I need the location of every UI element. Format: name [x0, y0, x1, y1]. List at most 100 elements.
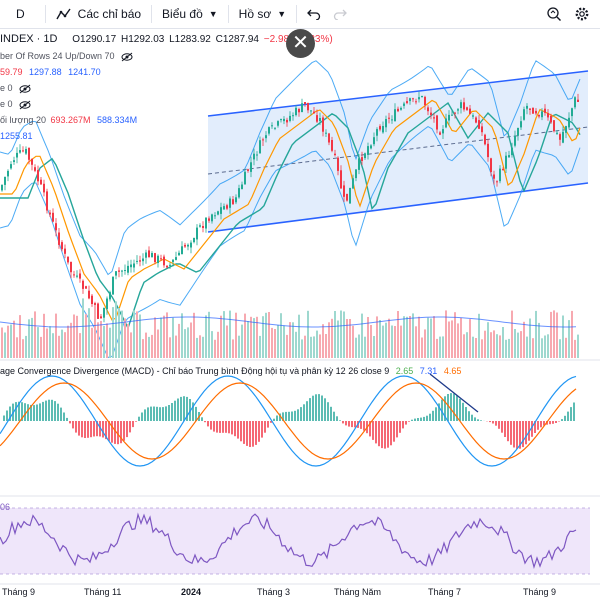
volume-bar	[253, 318, 255, 358]
volume-bar	[70, 322, 72, 358]
settings-button[interactable]	[568, 0, 600, 28]
macd-histogram-bar	[117, 421, 119, 445]
candle-body	[415, 101, 417, 103]
macd-histogram-bar	[330, 406, 332, 421]
volume-bar	[190, 322, 192, 358]
open-value: O1290.17	[72, 34, 117, 45]
toolbar-divider	[151, 5, 153, 23]
candle-body	[25, 149, 27, 154]
volume-bar	[139, 314, 141, 358]
x-axis-label: Tháng Năm	[334, 587, 382, 597]
candle-body	[370, 145, 372, 149]
macd-histogram-bar	[213, 421, 215, 432]
macd-histogram-bar	[222, 421, 224, 433]
volume-legend[interactable]: ối lượng 20 693.267M 588.334M	[0, 114, 137, 126]
volume-bar	[520, 331, 522, 358]
candle-body	[58, 232, 60, 245]
macd-histogram-bar	[147, 407, 149, 421]
volume-profile-legend[interactable]: ber Of Rows 24 Up/Down 70	[0, 50, 133, 62]
macd-title: age Convergence Divergence (MACD) - Chỉ …	[0, 366, 390, 376]
rsi-pane	[0, 507, 590, 575]
indicators-icon	[56, 8, 71, 20]
candle-body	[271, 125, 273, 127]
volume-bar	[280, 313, 282, 358]
symbol-legend[interactable]: INDEX · 1D O1290.17 H1292.03 L1283.92 C1…	[0, 33, 333, 46]
candle-body	[94, 303, 96, 306]
candle-body	[7, 170, 9, 177]
candle-body	[475, 117, 477, 123]
volume-bar	[181, 313, 183, 358]
macd-histogram-bar	[201, 417, 203, 421]
volume-bar	[274, 329, 276, 358]
candle-body	[265, 135, 267, 139]
macd-line	[0, 375, 577, 467]
candle-body	[466, 107, 468, 110]
volume-bar	[55, 313, 57, 358]
volume-bar	[235, 312, 237, 358]
macd-histogram-bar	[219, 421, 221, 433]
volume-bar	[421, 337, 423, 358]
macd-histogram-bar	[534, 421, 536, 433]
macd-histogram-bar	[189, 399, 191, 421]
macd-legend[interactable]: age Convergence Divergence (MACD) - Chỉ …	[0, 365, 461, 377]
candle-body	[199, 225, 201, 227]
volume-bar	[319, 334, 321, 358]
volume-bar	[97, 322, 99, 358]
indicator-legend-row[interactable]: e 0	[0, 98, 31, 110]
candle-body	[40, 179, 42, 185]
volume-bar	[559, 339, 561, 358]
macd-histogram-bar	[27, 404, 29, 421]
indicators-button[interactable]: Các chỉ báo	[50, 0, 147, 28]
volume-bar	[61, 329, 63, 358]
indicator-legend-row[interactable]: e 0	[0, 82, 31, 94]
candle-body	[451, 114, 453, 116]
profile-button[interactable]: Hồ sơ ▼	[233, 0, 292, 28]
candle-body	[82, 280, 84, 289]
macd-histogram-bar	[270, 421, 272, 423]
macd-histogram-bar	[510, 421, 512, 445]
macd-histogram-bar	[21, 402, 23, 421]
candle-body	[454, 112, 456, 114]
volume-bar	[484, 330, 486, 358]
volume-bar	[34, 311, 36, 358]
macd-histogram-bar	[24, 403, 26, 421]
eye-off-icon[interactable]	[19, 84, 31, 94]
candle-body	[142, 258, 144, 262]
candle-body	[1, 184, 3, 191]
macd-histogram-bar	[522, 421, 524, 448]
macd-histogram-bar	[111, 421, 113, 443]
candle-body	[517, 128, 519, 136]
bollinger-legend[interactable]: 59.79 1297.88 1241.70	[0, 66, 101, 78]
candle-body	[70, 262, 72, 273]
eye-off-icon[interactable]	[121, 52, 133, 62]
macd-histogram-bar	[405, 421, 407, 425]
candle-body	[376, 129, 378, 136]
volume-bar	[28, 319, 30, 358]
rsi-line	[0, 512, 577, 570]
candle-body	[28, 148, 30, 160]
candle-body	[292, 115, 294, 117]
chart-type-button[interactable]: Biểu đồ ▼	[156, 0, 224, 28]
eye-off-icon[interactable]	[19, 100, 31, 110]
candle-body	[184, 244, 186, 247]
candle-body	[268, 127, 270, 134]
candle-body	[208, 218, 210, 221]
volume-bar	[277, 325, 279, 358]
candle-body	[460, 102, 462, 109]
volume-bar	[4, 332, 6, 358]
macd-histogram-bar	[81, 421, 83, 438]
undo-button[interactable]	[301, 0, 327, 28]
macd-histogram-bar	[489, 421, 491, 423]
close-button[interactable]: ✕	[286, 29, 315, 58]
volume-bar	[271, 327, 273, 358]
volume-bar	[193, 312, 195, 358]
volume-bar	[67, 325, 69, 358]
volume-ma-value: 588.334M	[97, 115, 138, 125]
quick-search-button[interactable]	[540, 0, 568, 28]
redo-button[interactable]	[327, 0, 353, 28]
volume-bar	[196, 337, 198, 358]
candle-body	[43, 183, 45, 193]
interval-button[interactable]: D	[16, 7, 25, 21]
macd-histogram-bar	[402, 421, 404, 429]
